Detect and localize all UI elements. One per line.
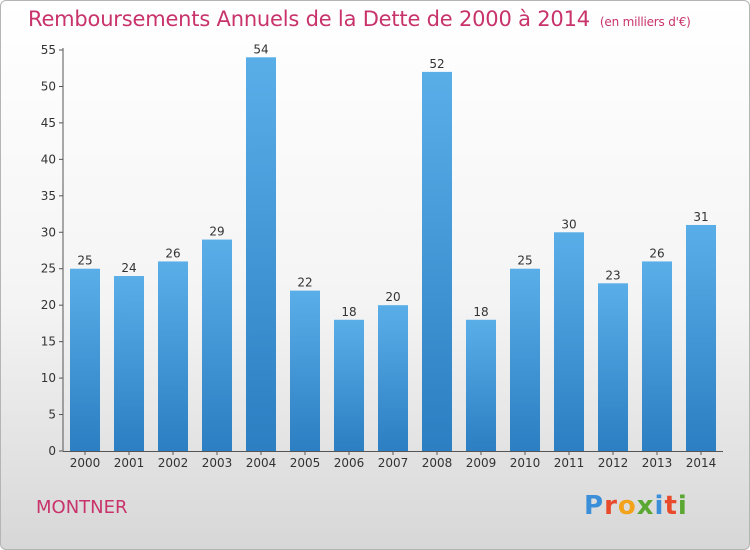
bar-2004[interactable]	[246, 57, 276, 452]
y-tick-label: 35	[41, 189, 56, 203]
chart-title-text: Remboursements Annuels de la Dette de 20…	[28, 7, 590, 31]
bar-2009[interactable]	[466, 319, 496, 451]
x-tick-label-2002: 2002	[158, 456, 189, 470]
x-tick-label-2007: 2007	[378, 456, 409, 470]
x-tick-label-2005: 2005	[290, 456, 321, 470]
data-label-2011: 30	[561, 217, 576, 231]
data-label-2002: 26	[165, 246, 180, 260]
logo-letter: i	[677, 491, 688, 521]
bar-2005[interactable]	[290, 290, 320, 451]
y-tick-label: 30	[41, 225, 56, 239]
data-label-2004: 54	[253, 42, 268, 56]
data-label-2001: 24	[121, 261, 136, 275]
logo-letter: o	[617, 491, 637, 521]
chart-title: Remboursements Annuels de la Dette de 20…	[28, 7, 691, 31]
y-tick-label: 5	[48, 408, 56, 422]
data-label-2009: 18	[473, 305, 488, 319]
bar-2001[interactable]	[114, 276, 144, 451]
bar-2014[interactable]	[686, 224, 716, 451]
data-label-2013: 26	[649, 246, 664, 260]
y-tick-label: 40	[41, 152, 56, 166]
x-tick-label-2014: 2014	[686, 456, 717, 470]
unit-note: (en milliers d'€)	[599, 15, 691, 29]
y-tick-label: 50	[41, 79, 56, 93]
x-tick-label-2008: 2008	[422, 456, 453, 470]
y-tick-label: 25	[41, 262, 56, 276]
x-tick-label-2001: 2001	[114, 456, 145, 470]
data-label-2012: 23	[605, 268, 620, 282]
x-tick-label-2003: 2003	[202, 456, 233, 470]
y-tick-label: 0	[48, 444, 56, 458]
data-label-2010: 25	[517, 254, 532, 268]
x-tick-label-2011: 2011	[554, 456, 585, 470]
data-label-2000: 25	[77, 254, 92, 268]
x-tick-label-2013: 2013	[642, 456, 673, 470]
data-label-2007: 20	[385, 290, 400, 304]
data-label-2003: 29	[209, 225, 224, 239]
y-tick-label: 45	[41, 116, 56, 130]
y-tick-label: 55	[41, 43, 56, 57]
bar-2000[interactable]	[70, 268, 100, 451]
bar-2010[interactable]	[510, 268, 540, 451]
x-tick-label-2004: 2004	[246, 456, 277, 470]
bar-2013[interactable]	[642, 261, 672, 451]
y-tick-label: 15	[41, 335, 56, 349]
data-label-2014: 31	[693, 210, 708, 224]
data-label-2008: 52	[429, 57, 444, 71]
logo-letter: x	[636, 491, 655, 521]
bar-2002[interactable]	[158, 261, 188, 451]
y-tick-label: 20	[41, 298, 56, 312]
y-tick-label: 10	[41, 371, 56, 385]
x-tick-label-2010: 2010	[510, 456, 541, 470]
bar-2011[interactable]	[554, 232, 584, 451]
x-tick-label-2012: 2012	[598, 456, 629, 470]
data-label-2005: 22	[297, 276, 312, 290]
x-tick-label-2009: 2009	[466, 456, 497, 470]
proxiti-logo[interactable]: Proxiti	[584, 491, 688, 521]
town-name: MONTNER	[36, 497, 128, 518]
bar-2008[interactable]	[422, 71, 452, 451]
logo-letter: r	[604, 491, 618, 521]
logo-letter: t	[664, 491, 678, 521]
logo-letter: P	[584, 491, 605, 521]
x-tick-label-2000: 2000	[70, 456, 101, 470]
bar-2007[interactable]	[378, 305, 408, 451]
bar-2012[interactable]	[598, 283, 628, 451]
bar-2003[interactable]	[202, 239, 232, 451]
bar-2006[interactable]	[334, 319, 364, 451]
data-label-2006: 18	[341, 305, 356, 319]
x-tick-label-2006: 2006	[334, 456, 365, 470]
logo-letter: i	[654, 491, 665, 521]
